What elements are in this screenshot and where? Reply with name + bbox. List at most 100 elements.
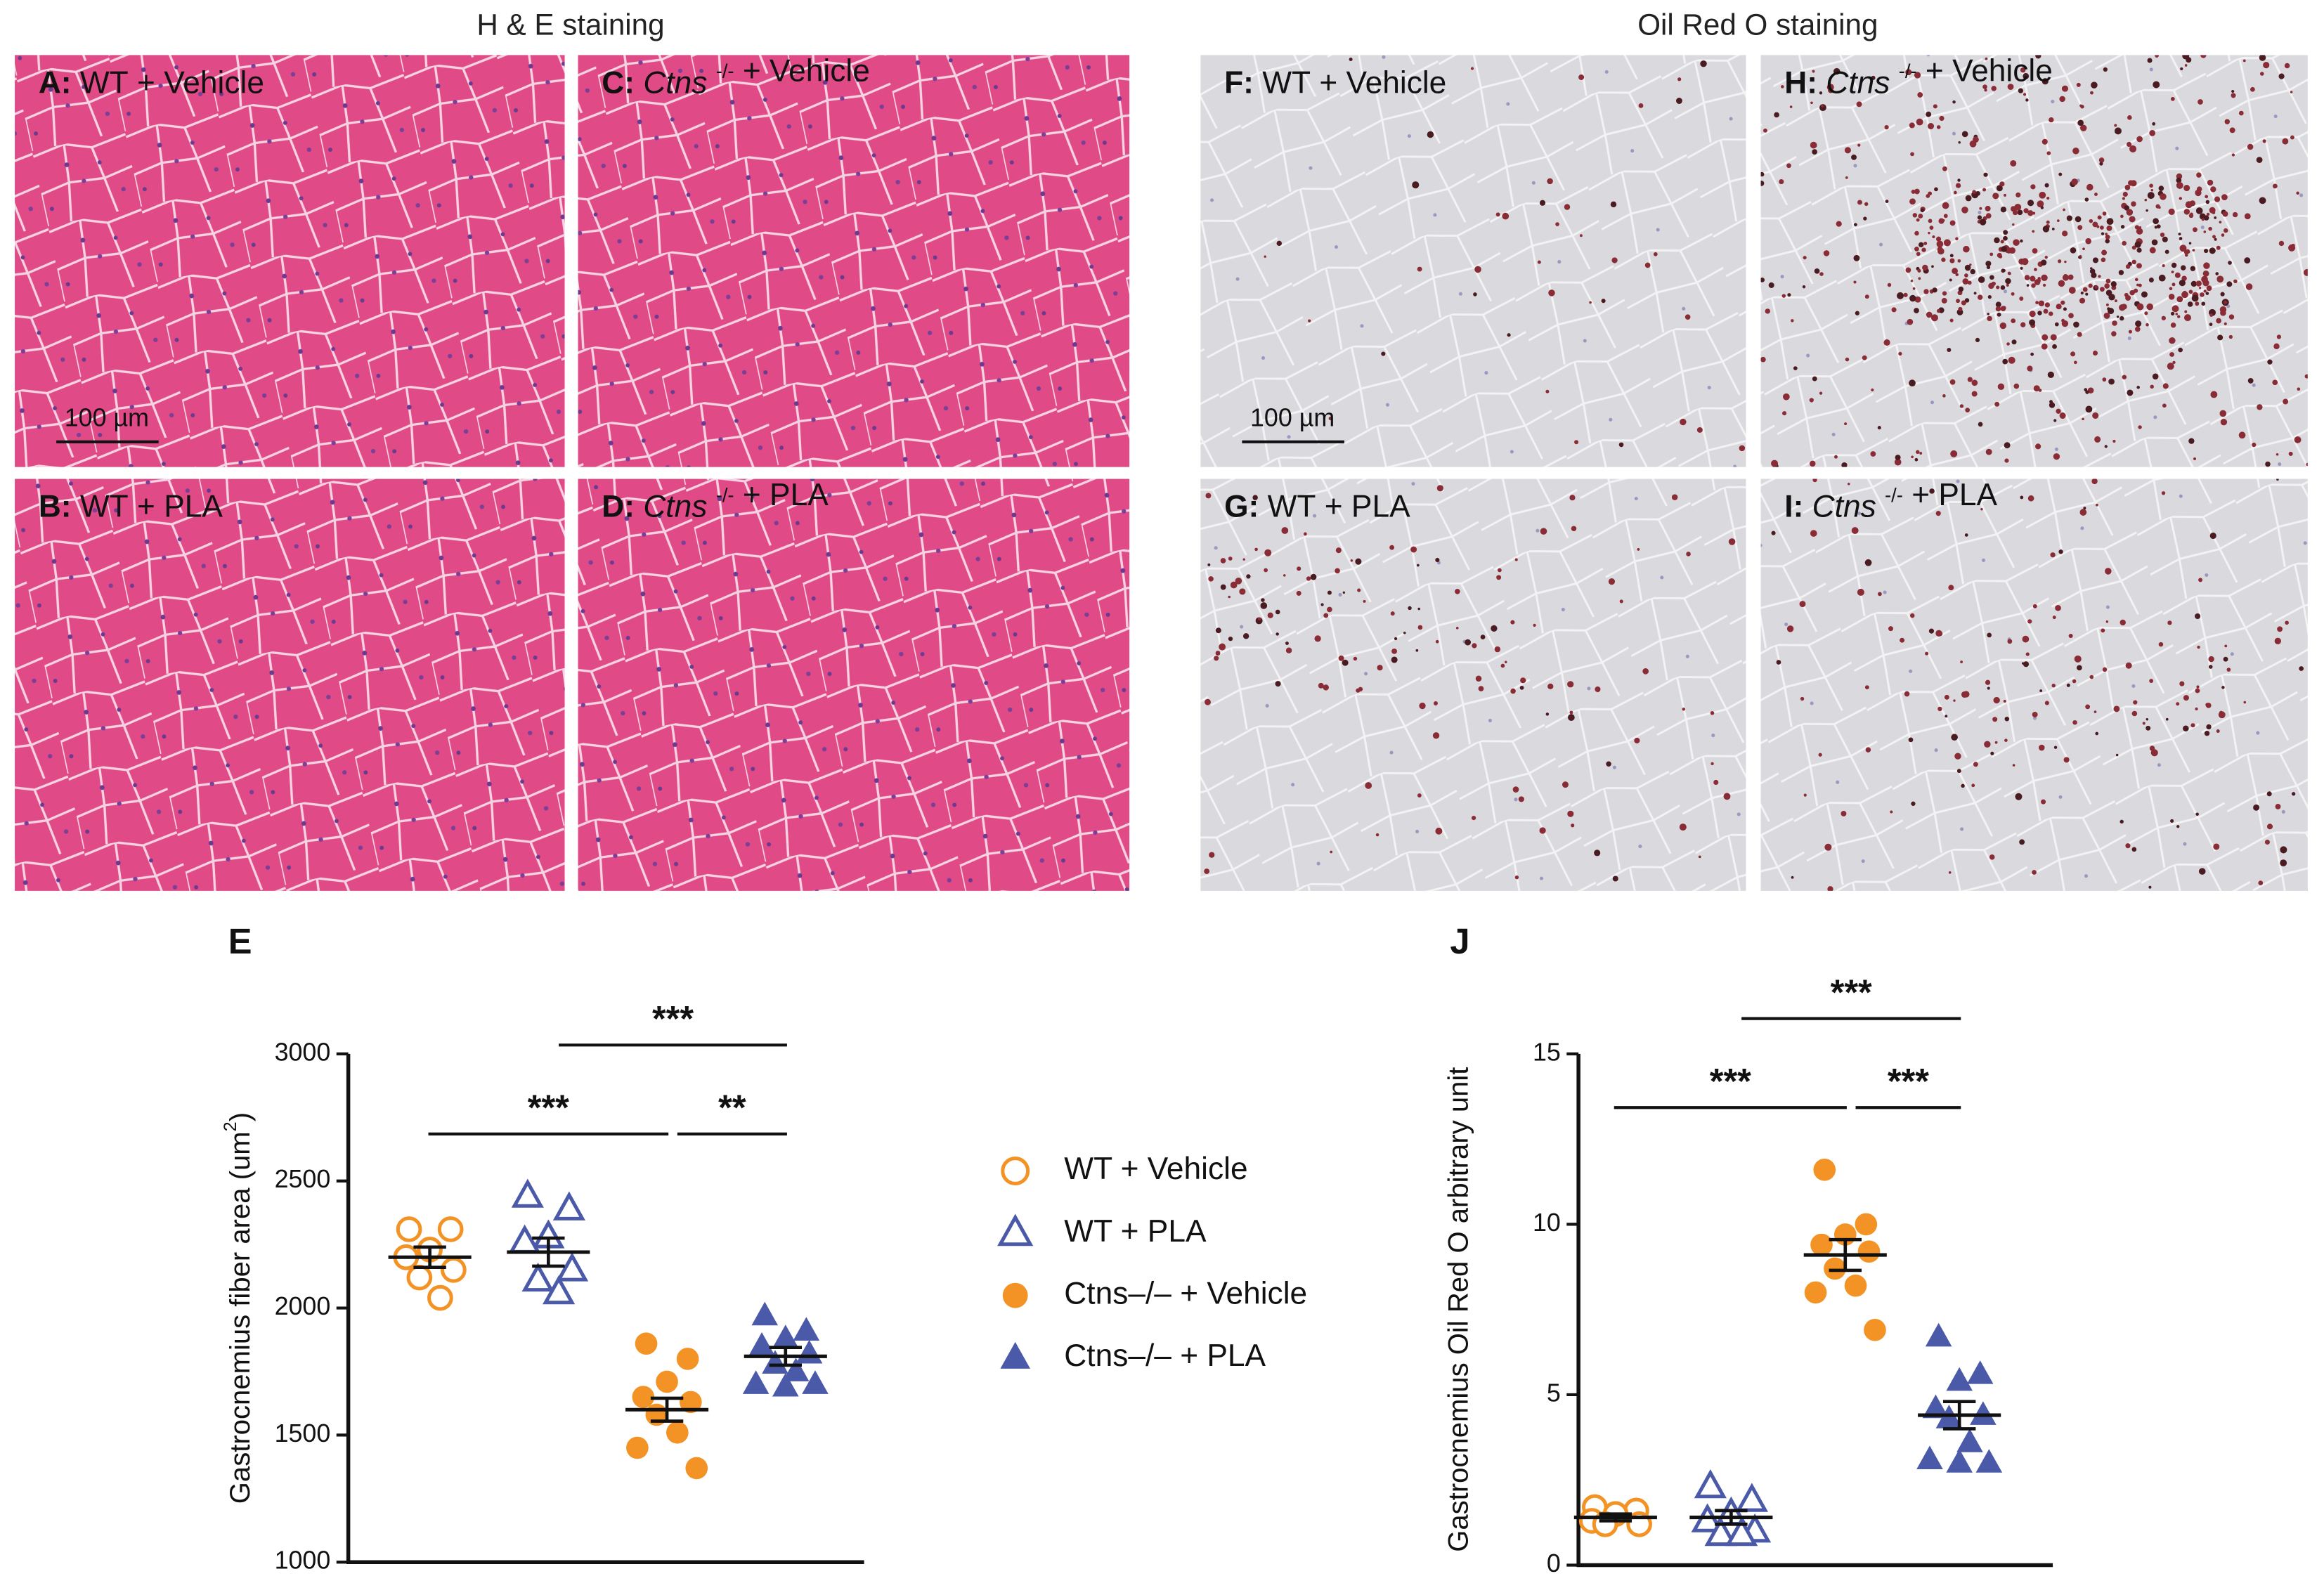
droplet [2032, 711, 2038, 717]
droplet [2091, 478, 2098, 485]
legend-label: Ctns–/– + Vehicle [1064, 1276, 1307, 1310]
droplet [2278, 73, 2285, 79]
data-point [437, 1216, 464, 1242]
droplet [1252, 495, 1258, 500]
panel-letter: B: [39, 489, 72, 523]
droplet [1823, 250, 1830, 256]
droplet [2291, 792, 2296, 796]
droplet [1381, 351, 1386, 356]
droplet [1417, 625, 1423, 630]
droplet [1857, 200, 1862, 205]
sem-bar [1829, 1237, 1862, 1272]
panel-label: H: Ctns -/- + Vehicle [1784, 53, 2053, 100]
droplet [1922, 264, 1928, 271]
droplet [2096, 225, 2100, 228]
droplet [1417, 607, 1420, 611]
data-point [552, 1191, 585, 1220]
y-tick-label: 2000 [275, 1292, 331, 1320]
droplet [2008, 272, 2011, 275]
droplet [2277, 626, 2283, 632]
droplet [1983, 172, 1988, 177]
droplet [1819, 272, 1824, 276]
droplet [2179, 237, 2183, 240]
droplet [2195, 613, 2201, 619]
droplet [2003, 230, 2008, 235]
droplet [1920, 208, 1925, 213]
droplet [1903, 292, 1908, 297]
droplet [1948, 585, 1954, 591]
droplet [2208, 665, 2213, 669]
sem-bar [532, 1236, 565, 1268]
droplet [1495, 212, 1500, 217]
droplet [1931, 265, 1934, 268]
droplet [1965, 408, 1971, 412]
droplet [2108, 378, 2115, 385]
droplet [1318, 682, 1324, 689]
droplet [2053, 746, 2058, 749]
droplet [2006, 283, 2009, 287]
droplet [1209, 852, 1215, 858]
data-point [511, 1178, 544, 1208]
panel-letter: H: [1784, 65, 1817, 100]
lipid-droplets [1204, 485, 1736, 882]
droplet [1942, 291, 1947, 296]
droplet [2035, 443, 2041, 450]
droplet [2129, 216, 2136, 223]
droplet [2176, 825, 2180, 828]
droplet [2172, 305, 2179, 313]
droplet [1994, 237, 2000, 244]
droplet [2134, 241, 2141, 248]
droplet [2039, 689, 2043, 693]
panel-label: I: Ctns -/- + PLA [1784, 478, 1997, 524]
droplet [1520, 677, 1526, 684]
droplet [1965, 195, 1972, 202]
droplet [2152, 122, 2156, 126]
droplet [1941, 298, 1947, 304]
significance-label: *** [1888, 1061, 1929, 1101]
droplet [2070, 351, 2076, 357]
data-point [762, 1350, 788, 1374]
droplet [1923, 289, 1929, 294]
droplet [2244, 213, 2251, 220]
significance-label: *** [528, 1087, 569, 1127]
droplet [2131, 201, 2136, 207]
droplet [1435, 639, 1439, 644]
droplet [1771, 460, 1779, 467]
droplet [2082, 287, 2088, 292]
droplet [2023, 661, 2030, 668]
droplet [2004, 716, 2010, 722]
droplet [1760, 278, 1765, 282]
droplet [2266, 791, 2272, 797]
droplet [2131, 259, 2136, 265]
droplet [2233, 279, 2238, 284]
droplet [1436, 485, 1443, 492]
data-point [1922, 1394, 1949, 1419]
droplet [2161, 315, 2166, 320]
droplet [2085, 390, 2089, 394]
droplet [1349, 57, 1353, 62]
droplet [1768, 282, 1774, 288]
droplet [2216, 275, 2224, 283]
droplet [2063, 307, 2067, 311]
droplet [1472, 643, 1477, 649]
micrograph [578, 55, 1130, 467]
droplet [1958, 286, 1964, 292]
droplet [2059, 412, 2066, 419]
droplet [2104, 283, 2110, 289]
droplet [2119, 304, 2126, 311]
droplet [1539, 200, 1546, 206]
droplet [1828, 87, 1833, 93]
droplet [2190, 723, 2195, 728]
droplet [2244, 257, 2251, 264]
droplet [1909, 613, 1915, 618]
droplet [1679, 823, 1687, 831]
droplet [1977, 294, 1983, 300]
droplet [1545, 389, 1550, 393]
droplet [1275, 609, 1280, 615]
panel-letter: D: [602, 489, 635, 523]
droplet [1933, 104, 1937, 109]
droplet [1911, 189, 1916, 194]
droplet [2046, 220, 2050, 224]
droplet [2231, 93, 2236, 98]
droplet [2148, 278, 2154, 283]
